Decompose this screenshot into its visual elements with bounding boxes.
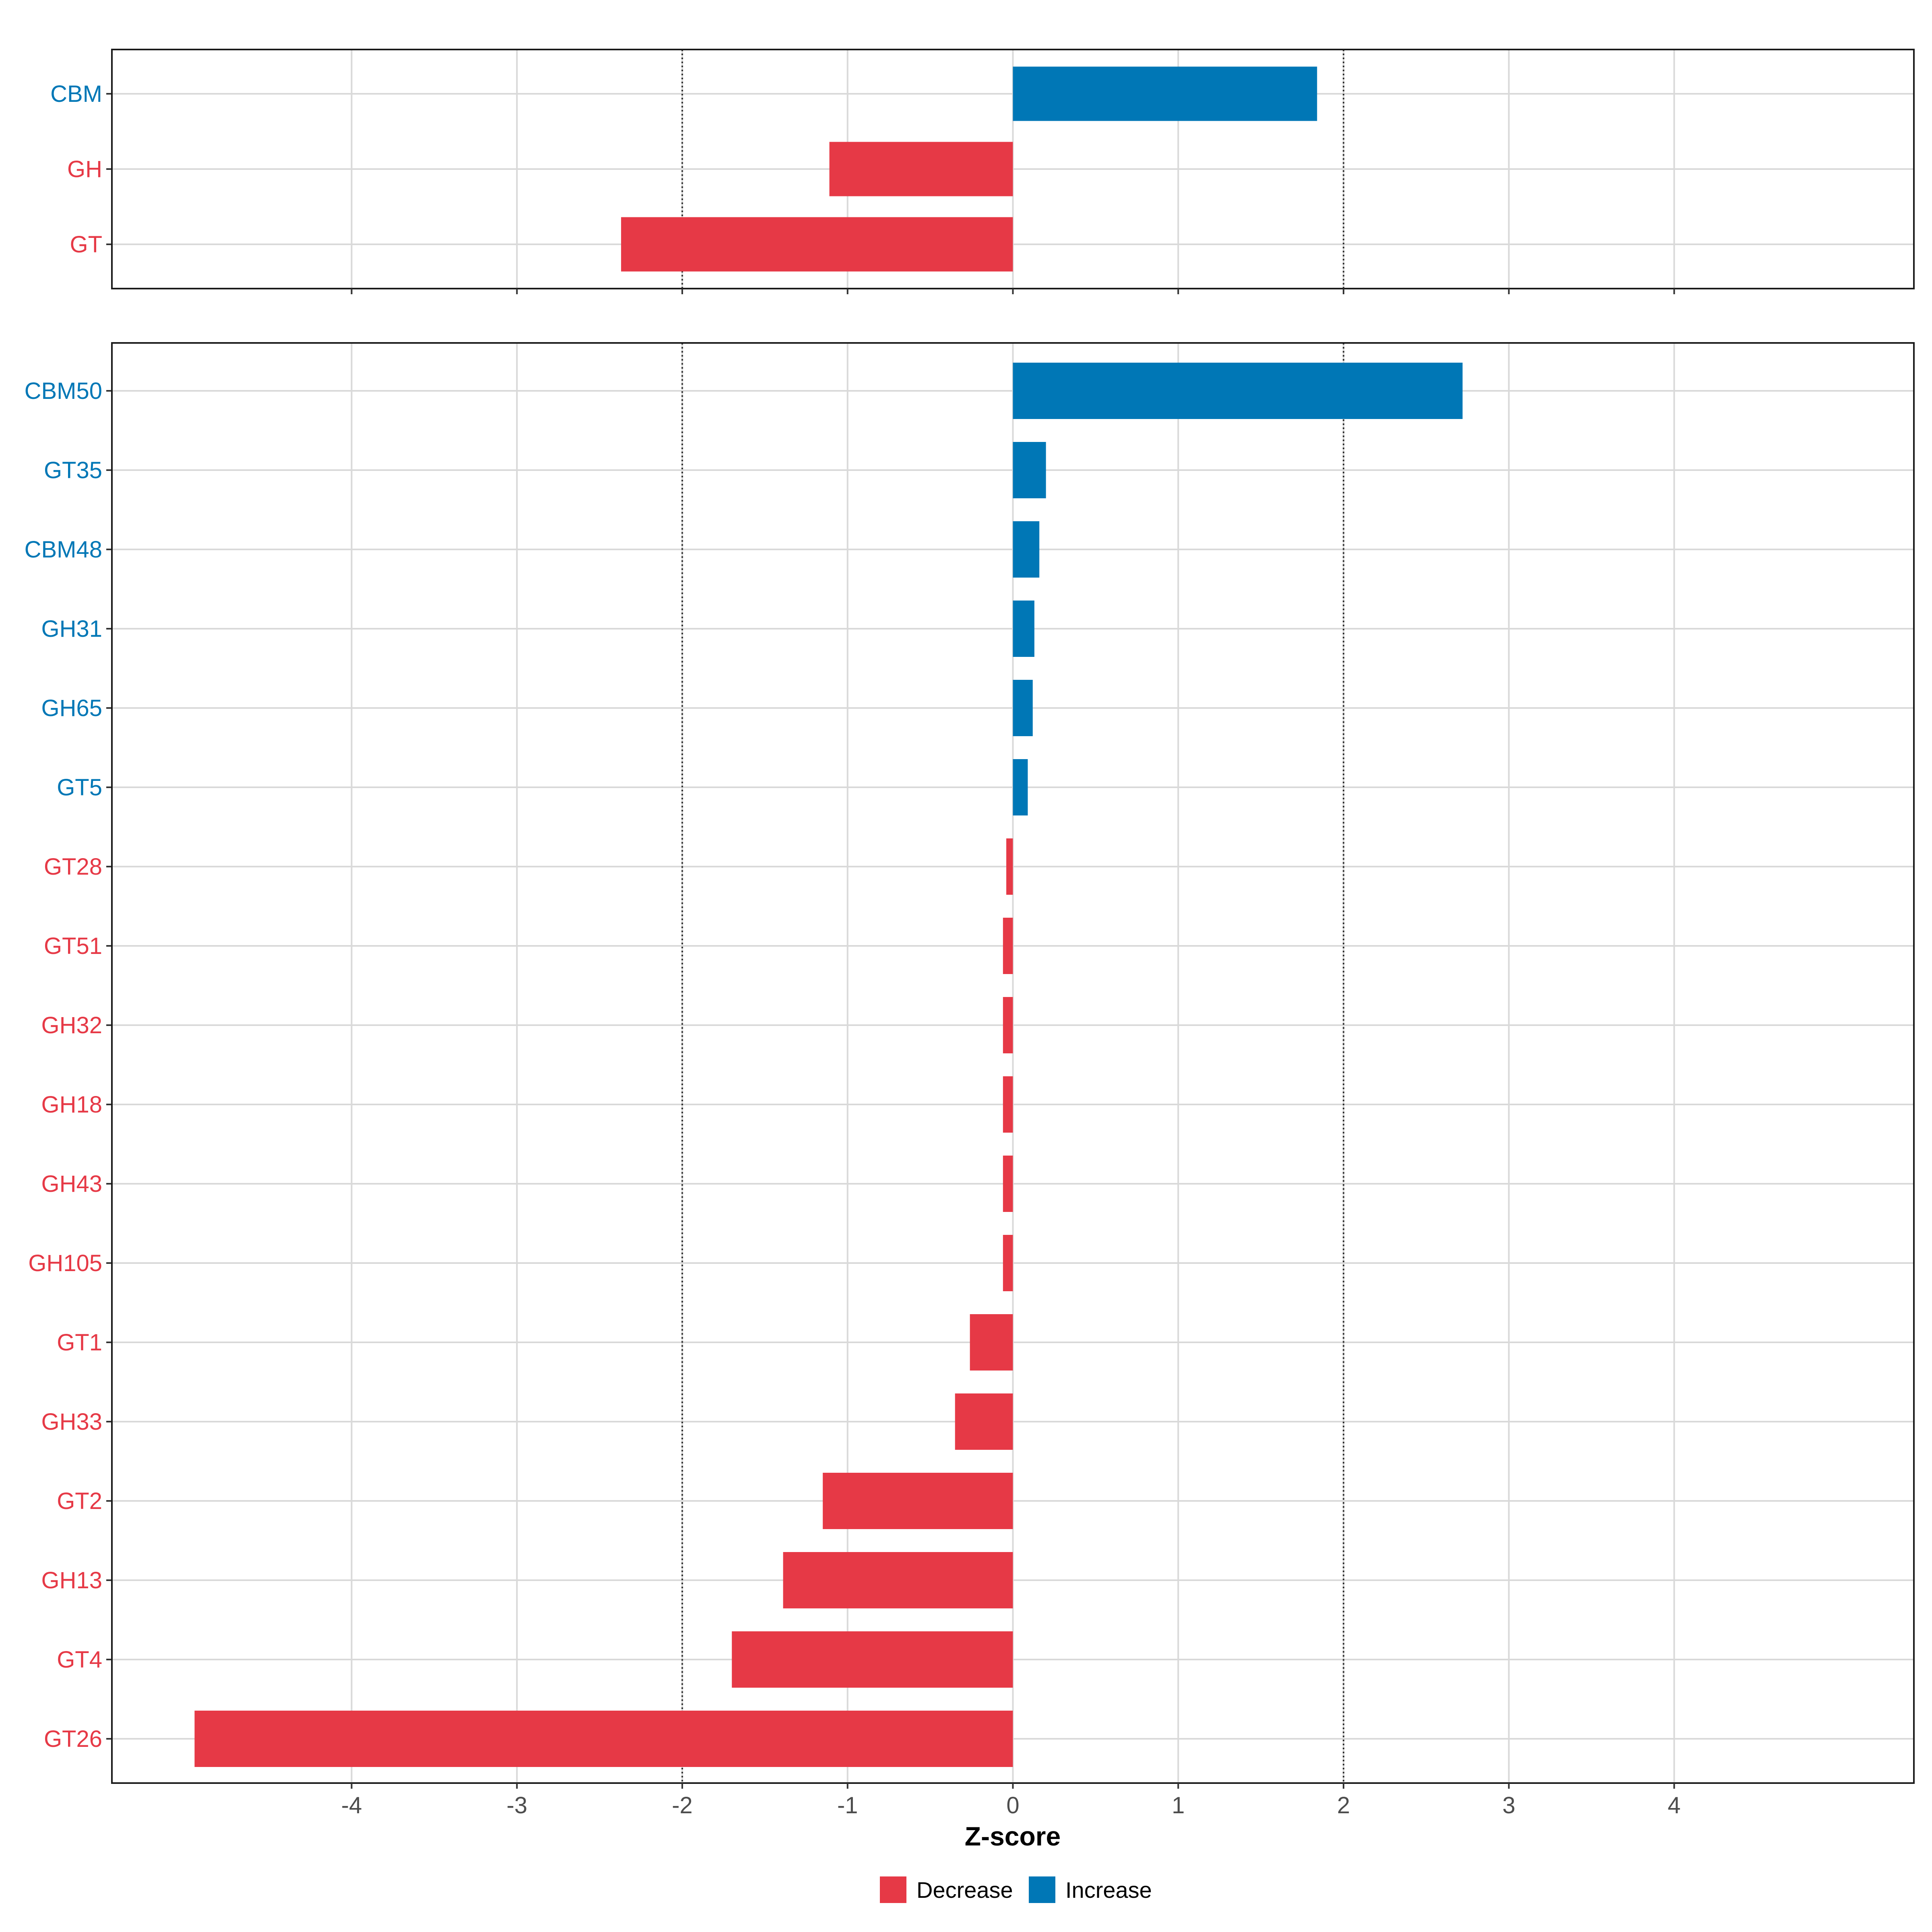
bar-gt1 bbox=[970, 1314, 1013, 1371]
bar-gh13 bbox=[783, 1552, 1013, 1608]
category-label-gh65: GH65 bbox=[41, 695, 102, 721]
bar-cbm50 bbox=[1013, 363, 1463, 419]
category-label-gh13: GH13 bbox=[41, 1567, 102, 1593]
category-label-gt4: GT4 bbox=[57, 1647, 102, 1673]
category-label-gh31: GH31 bbox=[41, 616, 102, 642]
x-tick-label: 0 bbox=[1006, 1792, 1019, 1818]
x-tick-label: -1 bbox=[837, 1792, 858, 1818]
category-label-gh43: GH43 bbox=[41, 1171, 102, 1197]
bar-gh43 bbox=[1003, 1156, 1013, 1212]
top-panel: CBM GH GT bbox=[50, 49, 1915, 294]
category-label-gt51: GT51 bbox=[44, 933, 102, 959]
x-tick-label: -3 bbox=[507, 1792, 528, 1818]
category-label-gt26: GT26 bbox=[44, 1726, 102, 1752]
bar-gt5 bbox=[1013, 759, 1028, 815]
bar-gh bbox=[829, 142, 1013, 196]
category-label-gh105: GH105 bbox=[28, 1250, 102, 1276]
legend: Decrease Increase bbox=[880, 1876, 1152, 1903]
legend-swatch-increase bbox=[1029, 1876, 1055, 1903]
category-label-gt: GT bbox=[70, 231, 102, 258]
bar-cbm bbox=[1013, 66, 1317, 121]
bottom-panel: CBM50 GT35 CBM48 GH31 GH65 GT5 GT28 GT51 GH32 GH1… bbox=[25, 342, 1915, 1789]
bar-gt4 bbox=[732, 1631, 1013, 1688]
category-label-gt28: GT28 bbox=[44, 854, 102, 880]
category-label-gt1: GT1 bbox=[57, 1329, 102, 1356]
category-label-gh18: GH18 bbox=[41, 1092, 102, 1118]
bar-gh18 bbox=[1003, 1076, 1013, 1133]
bar-gt26 bbox=[194, 1711, 1013, 1767]
bar-gh31 bbox=[1013, 601, 1034, 657]
bar-cbm48 bbox=[1013, 521, 1040, 578]
x-tick-label: 3 bbox=[1503, 1792, 1515, 1818]
x-axis-title: Z-score bbox=[965, 1821, 1061, 1851]
bar-gh65 bbox=[1013, 680, 1033, 736]
bar-gh33 bbox=[955, 1393, 1013, 1450]
category-label-gh32: GH32 bbox=[41, 1012, 102, 1038]
category-label-gt35: GT35 bbox=[44, 457, 102, 483]
x-tick-label: -4 bbox=[341, 1792, 362, 1818]
bar-gt2 bbox=[823, 1473, 1013, 1529]
bar-gh32 bbox=[1003, 997, 1013, 1053]
category-label-cbm50: CBM50 bbox=[25, 378, 102, 404]
category-label-cbm48: CBM48 bbox=[25, 537, 102, 563]
x-tick-label: 1 bbox=[1172, 1792, 1185, 1818]
category-label-cbm: CBM bbox=[50, 81, 102, 107]
category-label-gt5: GT5 bbox=[57, 774, 102, 801]
bar-gh105 bbox=[1003, 1235, 1013, 1291]
x-tick-label: -2 bbox=[672, 1792, 693, 1818]
x-tick-label: 4 bbox=[1668, 1792, 1680, 1818]
bar-gt35 bbox=[1013, 442, 1046, 498]
category-label-gh: GH bbox=[67, 156, 102, 182]
bar-gt bbox=[621, 217, 1013, 272]
x-tick-label: 2 bbox=[1337, 1792, 1350, 1818]
category-label-gh33: GH33 bbox=[41, 1409, 102, 1435]
x-axis: -4 -3 -2 -1 0 1 2 3 4 bbox=[341, 1792, 1681, 1818]
category-label-gt2: GT2 bbox=[57, 1488, 102, 1514]
legend-swatch-decrease bbox=[880, 1876, 906, 1903]
bar-gt28 bbox=[1006, 838, 1013, 895]
legend-label-decrease: Decrease bbox=[916, 1877, 1013, 1903]
bar-gt51 bbox=[1003, 918, 1013, 974]
legend-label-increase: Increase bbox=[1065, 1877, 1152, 1903]
